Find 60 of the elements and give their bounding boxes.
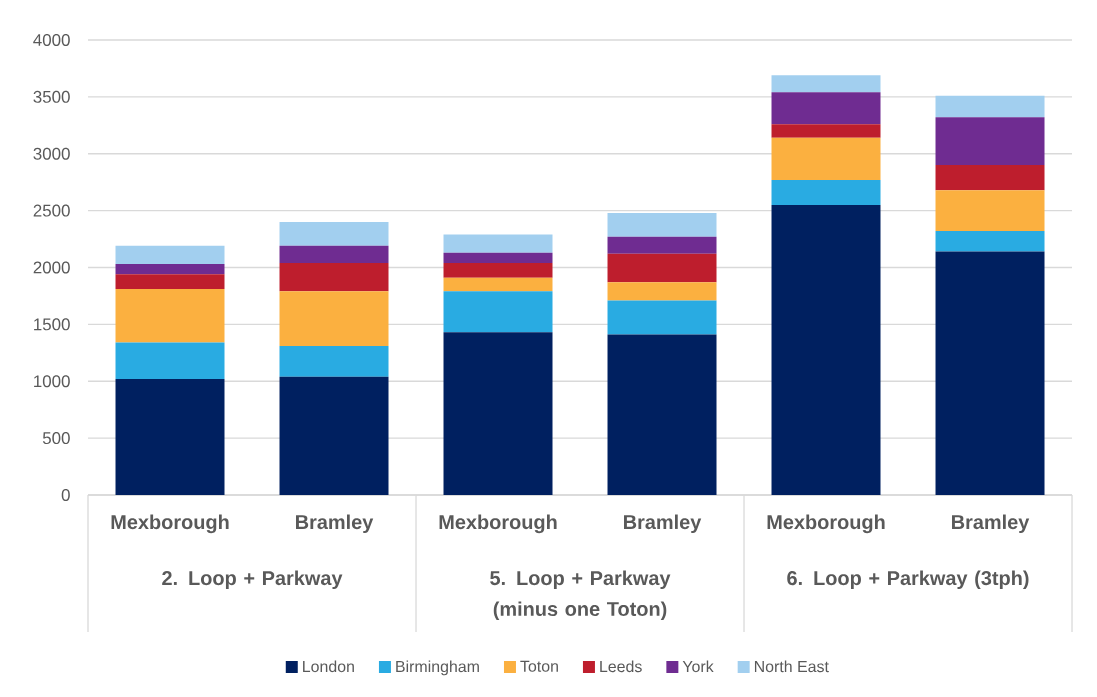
legend-label: Toton bbox=[520, 660, 558, 672]
bar bbox=[771, 137, 881, 180]
bar bbox=[443, 332, 553, 495]
y-tick-label: 0 bbox=[61, 488, 70, 501]
legend-label: York bbox=[682, 660, 714, 673]
legend-label: North East bbox=[754, 660, 829, 673]
legend-label: Birmingham bbox=[396, 660, 479, 676]
x-tick-label: Mexborough bbox=[439, 514, 557, 534]
bar bbox=[443, 252, 553, 263]
bar bbox=[279, 221, 389, 246]
bar bbox=[443, 277, 553, 292]
y-tick-label: 3500 bbox=[33, 90, 70, 103]
x-tick-label: Bramley bbox=[952, 514, 1030, 534]
x-tick-label: Mexborough bbox=[111, 514, 229, 534]
bar bbox=[443, 291, 553, 333]
bar bbox=[279, 262, 389, 292]
bar bbox=[771, 75, 881, 93]
bar bbox=[115, 378, 225, 495]
bar bbox=[115, 289, 225, 343]
bar bbox=[279, 345, 389, 377]
bar bbox=[279, 291, 389, 346]
y-tick-label: 4000 bbox=[33, 33, 70, 46]
bar bbox=[115, 245, 225, 265]
bar bbox=[935, 165, 1045, 191]
y-tick-label: 1000 bbox=[34, 375, 70, 388]
text: 2. Loop + Parkway bbox=[162, 570, 343, 590]
y-tick-label: 500 bbox=[42, 432, 70, 445]
y-tick-label: 2500 bbox=[33, 204, 70, 217]
x-tick-label: Bramley bbox=[624, 514, 702, 534]
bar bbox=[607, 212, 717, 237]
bar bbox=[607, 300, 717, 335]
bar bbox=[443, 234, 553, 253]
bar bbox=[771, 204, 881, 495]
bar bbox=[935, 251, 1045, 495]
x-tick-label: Bramley bbox=[296, 514, 374, 534]
bar bbox=[771, 179, 881, 205]
bar bbox=[607, 282, 717, 301]
bar bbox=[771, 124, 881, 138]
x-tick-label: Mexborough bbox=[767, 514, 885, 534]
bar bbox=[115, 274, 225, 290]
y-tick-label: 3000 bbox=[33, 147, 70, 160]
bar bbox=[279, 245, 389, 263]
bar bbox=[607, 236, 717, 254]
legend-label: London bbox=[303, 660, 354, 673]
bar bbox=[935, 95, 1045, 118]
bar bbox=[771, 92, 881, 125]
bar bbox=[607, 334, 717, 495]
y-tick-label: 1500 bbox=[34, 318, 70, 331]
text: 5. Loop + Parkway (minus one Toton) bbox=[490, 570, 671, 620]
bar bbox=[443, 262, 553, 278]
bar bbox=[935, 231, 1045, 252]
bar bbox=[115, 342, 225, 379]
bar bbox=[607, 253, 717, 283]
bar bbox=[935, 117, 1045, 166]
bar bbox=[115, 264, 225, 275]
text: 6. Loop + Parkway (3tph) bbox=[787, 570, 1029, 590]
y-tick-label: 2000 bbox=[33, 261, 70, 274]
bar bbox=[279, 376, 389, 495]
bar bbox=[935, 190, 1045, 232]
legend-label: Leeds bbox=[600, 660, 642, 673]
